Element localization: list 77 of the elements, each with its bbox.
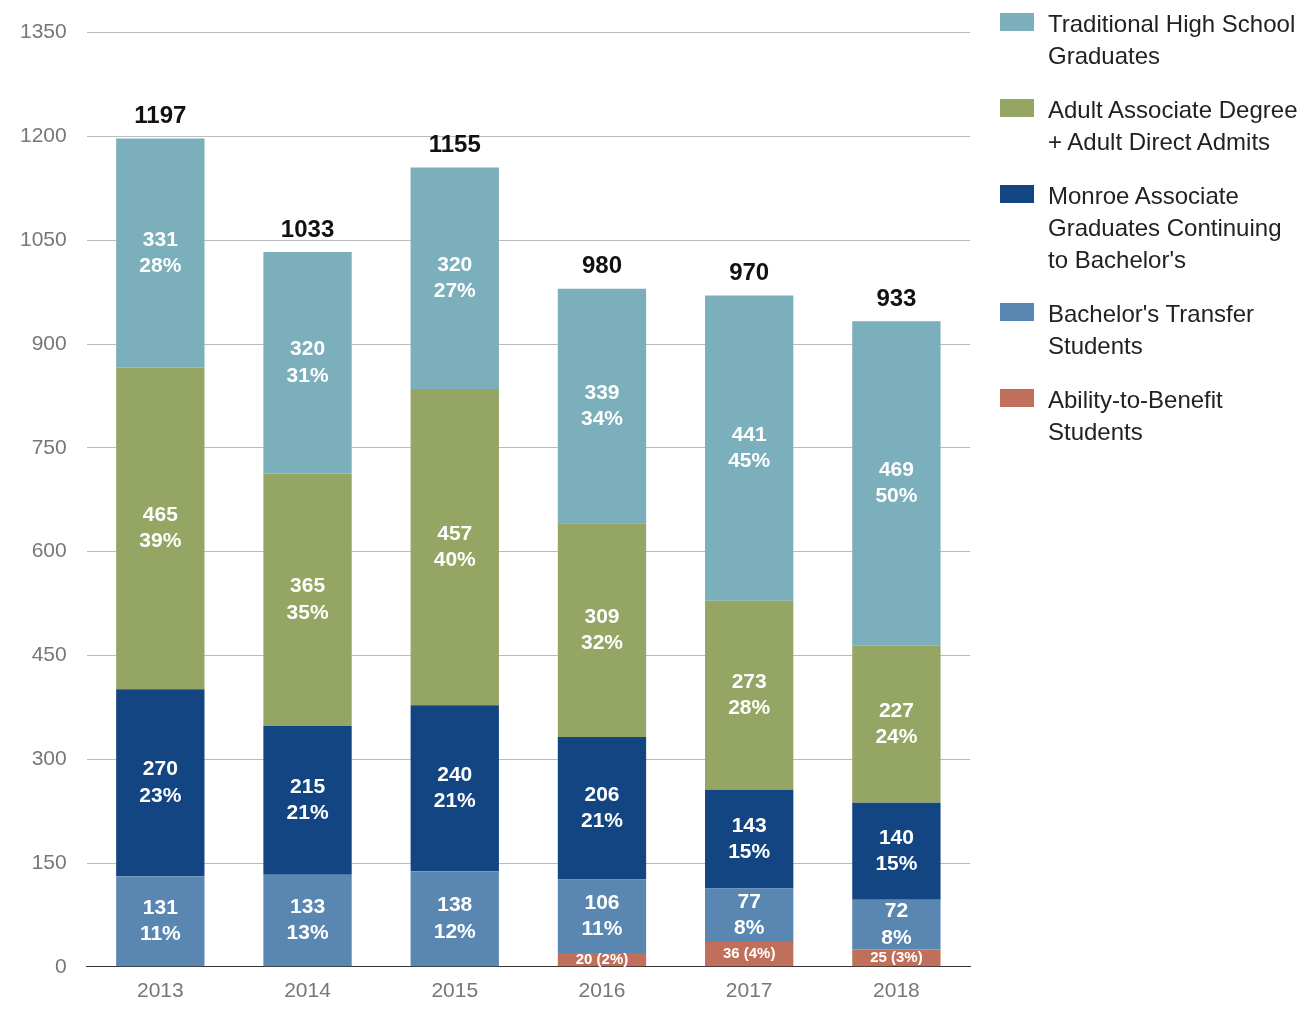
bar (410, 871, 499, 967)
bar (263, 473, 352, 726)
data-label: 20 (2%) (575, 949, 629, 967)
bar (705, 295, 794, 601)
x-tick-label: 2017 (725, 978, 773, 1002)
data-label: 36 (4%) (722, 944, 776, 962)
legend-label: Traditional High School Graduates (1048, 9, 1297, 71)
total-label: 1197 (134, 101, 187, 129)
total-label: 933 (876, 283, 917, 311)
data-label: 270 23% (139, 756, 182, 806)
y-tick-label: 450 (31, 642, 67, 666)
bar (263, 874, 352, 967)
data-label: 227 24% (875, 697, 918, 748)
x-tick-label: 2013 (136, 978, 184, 1002)
bar (263, 251, 352, 474)
data-label: 215 21% (286, 774, 329, 824)
y-tick-label: 1200 (20, 123, 67, 147)
y-tick-label: 600 (31, 538, 67, 562)
data-label: 206 21% (580, 782, 624, 832)
legend-label: Monroe Associate Graduates Continuing to Bachelor's (1048, 181, 1283, 275)
y-tick-label: 900 (31, 330, 67, 354)
y-tick-label: 1350 (20, 19, 67, 43)
x-tick-label: 2014 (284, 978, 332, 1002)
data-label: 309 32% (580, 603, 624, 654)
bar (410, 388, 499, 706)
data-label: 465 39% (139, 502, 182, 552)
legend-label: Adult Associate Degree + Adult Direct Admits (1048, 95, 1299, 157)
total-label: 1155 (428, 130, 481, 158)
data-label: 77 8% (734, 888, 765, 939)
total-label: 970 (729, 258, 770, 286)
bar (852, 802, 941, 900)
data-label: 138 12% (433, 892, 477, 942)
y-tick-label: 750 (31, 434, 67, 458)
bar (705, 600, 794, 790)
legend-label: Bachelor's Transfer Students (1048, 299, 1255, 361)
data-label: 365 35% (286, 573, 329, 623)
bar (557, 288, 647, 524)
x-tick-label: 2015 (431, 978, 479, 1002)
data-label: 131 11% (139, 894, 182, 945)
data-label: 320 31% (286, 336, 329, 386)
data-label: 469 50% (875, 457, 918, 507)
y-tick-label: 1050 (20, 227, 67, 250)
bar (410, 705, 499, 872)
data-label: 72 8% (881, 898, 912, 948)
data-label: 106 11% (581, 889, 623, 940)
data-label: 273 28% (728, 668, 771, 719)
bar (263, 725, 352, 875)
y-tick-label: 150 (31, 849, 67, 873)
bar (705, 888, 794, 942)
bar (116, 689, 205, 877)
y-tick-label: 0 (55, 953, 67, 977)
data-label: 240 21% (433, 761, 477, 812)
data-label: 441 45% (728, 421, 771, 472)
x-tick-label: 2016 (578, 978, 626, 1002)
bar (557, 737, 647, 880)
bar (557, 523, 647, 738)
bar (410, 167, 499, 389)
data-label: 331 28% (139, 226, 182, 276)
legend-label: Ability-to-Benefit Students (1048, 385, 1224, 447)
bar (852, 899, 941, 950)
total-label: 980 (581, 251, 622, 279)
bar (116, 138, 205, 368)
bar (116, 367, 205, 690)
data-label: 143 15% (728, 812, 771, 863)
bar (852, 321, 941, 646)
x-tick-label: 2018 (873, 978, 920, 1002)
data-label: 320 27% (433, 251, 477, 302)
total-label: 1033 (280, 214, 335, 242)
y-tick-label: 300 (31, 746, 67, 769)
bar (852, 645, 941, 803)
data-label: 457 40% (433, 520, 477, 571)
bar (116, 876, 205, 967)
data-label: 339 34% (580, 379, 624, 429)
bar (705, 789, 794, 889)
data-label: 140 15% (875, 824, 918, 875)
data-label: 25 (3%) (870, 948, 923, 966)
data-label: 133 13% (286, 894, 329, 944)
